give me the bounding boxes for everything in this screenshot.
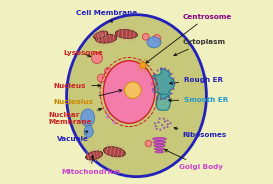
Circle shape	[152, 77, 154, 80]
Circle shape	[118, 109, 121, 112]
Circle shape	[97, 74, 106, 82]
Circle shape	[164, 98, 166, 100]
Text: Cytoplasm: Cytoplasm	[174, 39, 225, 56]
Text: Nucleus: Nucleus	[54, 83, 101, 89]
Circle shape	[168, 69, 170, 72]
Circle shape	[164, 68, 166, 70]
Text: Smooth ER: Smooth ER	[169, 97, 229, 103]
Circle shape	[119, 116, 121, 119]
Circle shape	[111, 110, 113, 112]
Circle shape	[124, 82, 141, 98]
Circle shape	[156, 96, 159, 98]
Circle shape	[151, 83, 153, 85]
Circle shape	[154, 92, 156, 95]
Circle shape	[167, 119, 169, 122]
Circle shape	[158, 118, 161, 120]
Ellipse shape	[155, 151, 164, 153]
Circle shape	[152, 88, 154, 90]
Ellipse shape	[155, 148, 165, 150]
Ellipse shape	[115, 30, 137, 38]
Circle shape	[158, 121, 160, 123]
Ellipse shape	[84, 126, 93, 137]
Circle shape	[163, 118, 165, 120]
Circle shape	[167, 123, 169, 125]
Ellipse shape	[147, 37, 161, 48]
Polygon shape	[153, 68, 175, 99]
Circle shape	[112, 119, 115, 122]
Circle shape	[170, 122, 172, 124]
Circle shape	[118, 112, 121, 114]
Text: Rough ER: Rough ER	[170, 77, 223, 84]
Text: Golgi Body: Golgi Body	[165, 150, 223, 169]
Circle shape	[106, 116, 108, 119]
Circle shape	[156, 128, 158, 130]
Circle shape	[105, 109, 108, 112]
Circle shape	[145, 140, 152, 147]
Circle shape	[120, 114, 122, 116]
Ellipse shape	[154, 144, 165, 147]
Circle shape	[173, 88, 175, 90]
Circle shape	[112, 120, 115, 123]
Text: Mitochondrion: Mitochondrion	[61, 155, 120, 175]
Circle shape	[163, 127, 165, 129]
Circle shape	[106, 116, 108, 118]
Ellipse shape	[94, 31, 108, 39]
Circle shape	[159, 129, 162, 131]
Circle shape	[91, 52, 102, 63]
Circle shape	[154, 73, 156, 75]
Circle shape	[171, 73, 173, 75]
Circle shape	[119, 120, 121, 122]
Circle shape	[105, 68, 111, 74]
Text: Nuclear
Membrane: Nuclear Membrane	[48, 108, 102, 125]
Circle shape	[164, 120, 166, 123]
Circle shape	[123, 110, 125, 113]
Circle shape	[161, 124, 163, 126]
Circle shape	[156, 69, 159, 72]
Circle shape	[112, 122, 115, 125]
Text: Ribosomes: Ribosomes	[174, 127, 227, 138]
Circle shape	[120, 113, 123, 115]
Circle shape	[155, 125, 157, 127]
Circle shape	[171, 92, 173, 95]
Circle shape	[109, 117, 112, 120]
Ellipse shape	[81, 109, 95, 127]
Polygon shape	[156, 94, 170, 110]
Circle shape	[140, 62, 146, 68]
Circle shape	[173, 83, 175, 85]
Ellipse shape	[96, 34, 117, 43]
Circle shape	[117, 118, 120, 121]
Text: Vacuole: Vacuole	[57, 131, 89, 142]
Circle shape	[114, 122, 117, 124]
Circle shape	[108, 113, 110, 116]
Ellipse shape	[153, 137, 167, 140]
Circle shape	[173, 77, 175, 80]
Text: Lysosome: Lysosome	[63, 50, 103, 57]
Circle shape	[166, 126, 168, 128]
Circle shape	[118, 118, 121, 120]
Circle shape	[160, 68, 162, 70]
Circle shape	[153, 35, 161, 43]
Circle shape	[106, 113, 109, 116]
Circle shape	[160, 98, 162, 100]
Ellipse shape	[85, 151, 103, 160]
Circle shape	[116, 111, 119, 114]
Ellipse shape	[153, 141, 166, 144]
Text: Centrosome: Centrosome	[146, 14, 232, 63]
Circle shape	[143, 33, 149, 40]
Text: Nucleolus: Nucleolus	[54, 89, 122, 105]
Ellipse shape	[103, 61, 155, 123]
Circle shape	[112, 111, 114, 114]
Circle shape	[168, 96, 170, 98]
Ellipse shape	[67, 15, 206, 177]
Ellipse shape	[103, 147, 125, 157]
Text: Cell Membrane: Cell Membrane	[76, 10, 137, 22]
Circle shape	[154, 122, 156, 124]
